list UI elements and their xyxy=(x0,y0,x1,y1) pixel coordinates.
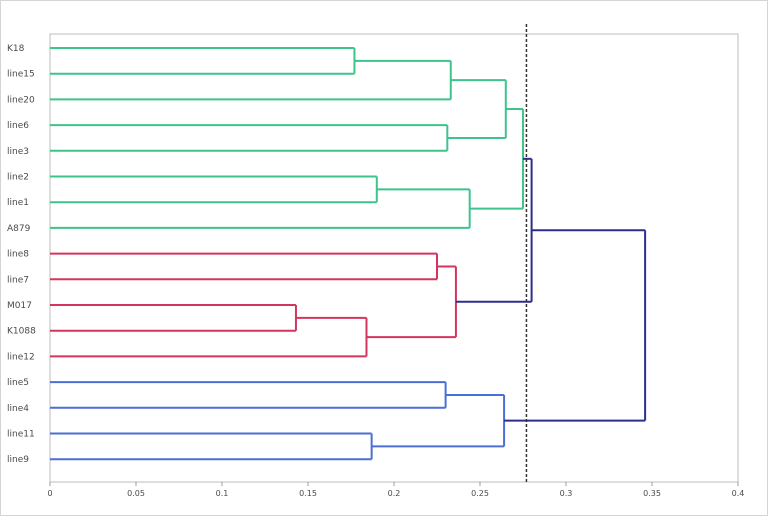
leaf-label-k18: K18 xyxy=(7,44,25,54)
leaf-label-m017: M017 xyxy=(7,301,32,311)
leaf-label-line2: line2 xyxy=(7,173,29,183)
x-tick-label-0-25: 0.25 xyxy=(471,489,489,498)
leaf-label-line12: line12 xyxy=(7,352,35,362)
leaf-label-line11: line11 xyxy=(7,430,35,440)
leaf-label-line15: line15 xyxy=(7,70,35,80)
x-tick-label-0-2: 0.2 xyxy=(388,489,401,498)
x-tick-label-0-3: 0.3 xyxy=(560,489,573,498)
leaf-label-line6: line6 xyxy=(7,121,29,131)
x-tick-label-0-35: 0.35 xyxy=(643,489,661,498)
leaf-label-line4: line4 xyxy=(7,404,29,414)
leaf-labels: K18 line15 line20 line6 line3 line2 line1 A879 l… xyxy=(7,44,36,465)
x-axis: 0 0.05 0.1 0.15 0.2 0.25 0.3 0.35 0.4 xyxy=(47,482,744,498)
leaf-label-k1088: K1088 xyxy=(7,327,36,337)
dendrogram-branches xyxy=(50,47,647,461)
x-tick-label-0-15: 0.15 xyxy=(299,489,317,498)
x-tick-label-0: 0 xyxy=(47,489,52,498)
plot-border xyxy=(49,33,739,483)
x-tick-label-0-4: 0.4 xyxy=(732,489,745,498)
leaf-label-line7: line7 xyxy=(7,275,29,285)
plot-area xyxy=(49,33,739,483)
leaf-label-line20: line20 xyxy=(7,95,35,105)
leaf-label-line5: line5 xyxy=(7,378,29,388)
leaf-label-line8: line8 xyxy=(7,250,29,260)
x-tick-label-0-05: 0.05 xyxy=(127,489,145,498)
leaf-label-line3: line3 xyxy=(7,147,29,157)
leaf-label-line1: line1 xyxy=(7,198,29,208)
x-tick-label-0-1: 0.1 xyxy=(216,489,229,498)
leaf-label-a879: A879 xyxy=(7,224,31,234)
leaf-label-line9: line9 xyxy=(7,455,29,465)
